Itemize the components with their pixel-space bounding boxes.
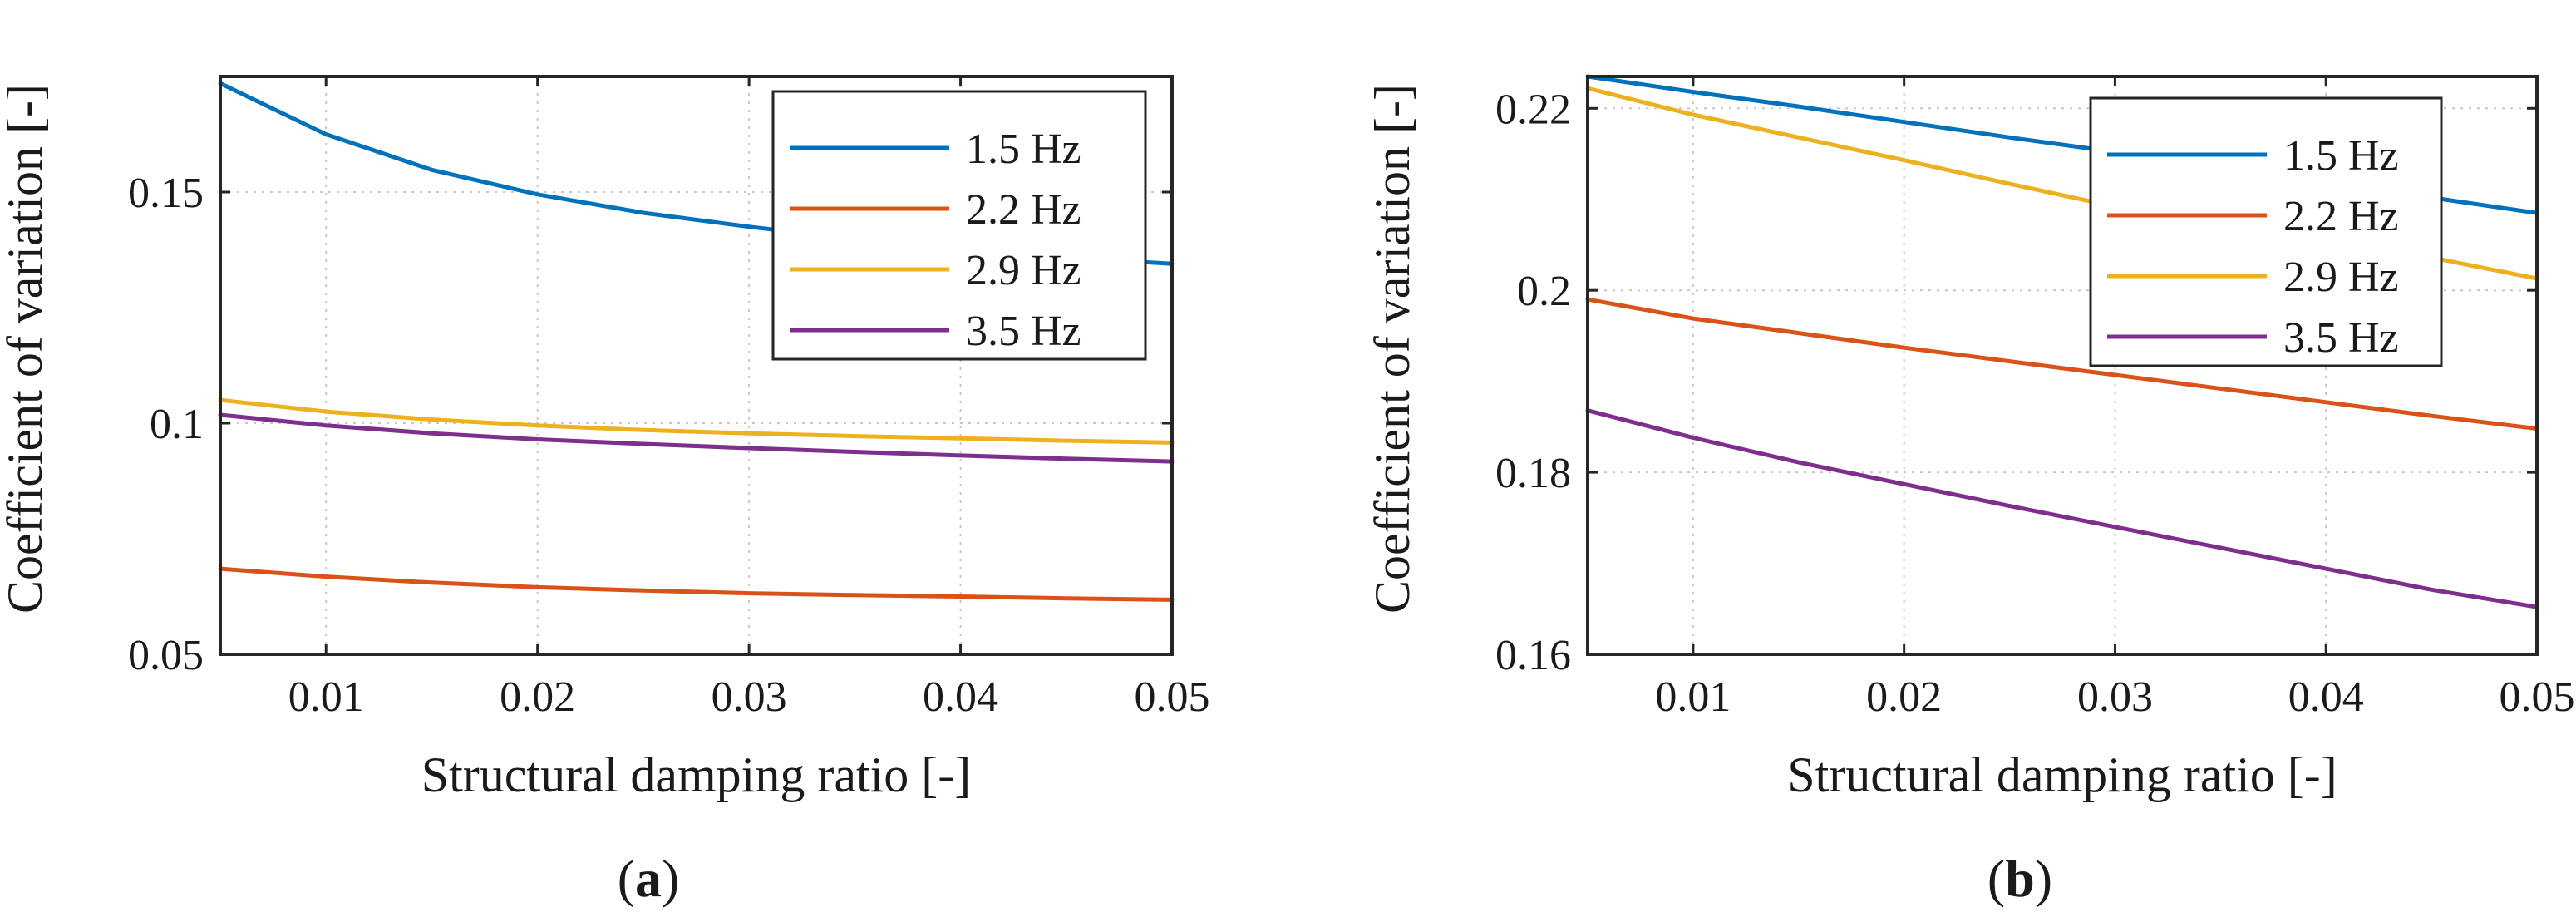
series-line-2 — [1585, 297, 2539, 431]
legend-label-3: 2.9 Hz — [966, 247, 1081, 294]
legend: 1.5 Hz 2.2 Hz 2.9 Hz 3.5 Hz — [2089, 96, 2443, 367]
x-tick-label: 0.05 — [1135, 673, 1210, 721]
legend-label-4: 3.5 Hz — [2283, 314, 2399, 362]
axes-frame — [219, 75, 1174, 656]
y-tick-label: 0.1 — [150, 401, 204, 448]
legend-label-2: 2.2 Hz — [966, 186, 1081, 234]
y-tick-label: 0.16 — [1495, 632, 1571, 679]
legend-box — [771, 90, 1147, 361]
chart-panel-a: 0.01 0.02 0.03 0.04 0.05 0.05 0.1 0.15 Structura… — [0, 75, 1210, 908]
x-tick-label: 0.04 — [2288, 673, 2364, 721]
y-tick-label: 0.18 — [1495, 450, 1571, 497]
legend-label-3: 2.9 Hz — [2283, 254, 2399, 301]
legend-box — [2089, 96, 2443, 367]
legend-label-4: 3.5 Hz — [966, 308, 1081, 355]
x-tick-label: 0.02 — [1866, 673, 1942, 721]
panel-label: (b) — [1987, 849, 2052, 908]
y-tick-label: 0.2 — [1517, 268, 1571, 315]
axes-frame — [1586, 75, 2539, 656]
y-axis-label: Coefficient of variation [-] — [0, 84, 52, 614]
legend-label-2: 2.2 Hz — [2283, 193, 2399, 240]
y-tick-label: 0.05 — [128, 632, 204, 679]
x-tick-label: 0.01 — [288, 673, 364, 721]
x-tick-label: 0.02 — [500, 673, 575, 721]
x-tick-label: 0.05 — [2500, 673, 2575, 721]
panel-label: (a) — [618, 849, 680, 908]
legend: 1.5 Hz 2.2 Hz 2.9 Hz 3.5 Hz — [771, 90, 1147, 361]
series-line-4 — [1585, 408, 2539, 609]
x-tick-label: 0.03 — [712, 673, 787, 721]
legend-label-1: 1.5 Hz — [966, 126, 1081, 173]
x-axis-label: Structural damping ratio [-] — [421, 747, 971, 802]
series-line-4 — [218, 412, 1175, 464]
series-line-3 — [218, 397, 1175, 445]
y-tick-label: 0.22 — [1495, 86, 1571, 133]
x-tick-label: 0.03 — [2077, 673, 2153, 721]
chart-panel-b: 0.01 0.02 0.03 0.04 0.05 0.16 0.18 0.2 0.22 Struc… — [1365, 74, 2575, 908]
x-axis-label: Structural damping ratio [-] — [1787, 747, 2337, 802]
x-tick-label: 0.04 — [923, 673, 998, 721]
series-line-2 — [218, 566, 1175, 602]
y-axis-label: Coefficient of variation [-] — [1365, 84, 1420, 614]
x-tick-label: 0.01 — [1655, 673, 1731, 721]
legend-label-1: 1.5 Hz — [2283, 132, 2399, 180]
y-tick-label: 0.15 — [128, 170, 204, 217]
